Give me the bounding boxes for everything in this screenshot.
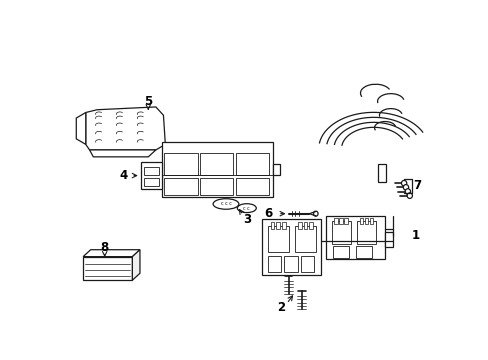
Bar [267,256,280,273]
Bar [267,226,288,252]
Bar [355,246,371,258]
Bar [161,141,273,197]
Bar [359,219,363,224]
Bar [235,177,268,195]
Text: c c: c c [243,206,250,211]
Text: 1: 1 [410,229,419,242]
Text: c c c: c c c [220,202,231,207]
Ellipse shape [403,185,408,190]
Text: 2: 2 [276,301,285,314]
Bar [309,222,312,229]
Bar [200,153,233,175]
Ellipse shape [405,189,410,194]
Bar [83,257,132,280]
Bar [200,177,233,195]
Bar [326,216,385,260]
Text: 8: 8 [101,241,109,254]
Ellipse shape [237,204,256,212]
Bar [385,232,392,247]
Bar [369,219,372,224]
Bar [273,164,280,175]
Text: 4: 4 [119,169,127,182]
Ellipse shape [401,180,406,186]
Bar [141,162,161,189]
Bar [357,221,376,244]
Bar [284,256,297,273]
Bar [282,222,285,229]
Polygon shape [85,107,165,150]
Bar [270,222,274,229]
Text: 3: 3 [243,213,251,226]
Text: 6: 6 [264,207,272,220]
Bar [164,177,197,195]
Polygon shape [76,112,85,144]
Bar [301,256,314,273]
Text: 5: 5 [144,95,152,108]
Bar [332,246,348,258]
Bar [294,226,315,252]
Bar [262,219,320,275]
Bar [303,222,307,229]
Bar [143,177,158,186]
Ellipse shape [213,199,238,209]
Polygon shape [83,250,140,257]
Polygon shape [132,250,140,280]
Bar [331,221,350,244]
Bar [377,164,385,182]
Bar [339,219,342,224]
Bar [164,153,197,175]
Ellipse shape [313,211,317,216]
Bar [235,153,268,175]
Ellipse shape [407,193,411,198]
Bar [344,219,347,224]
Bar [297,222,301,229]
Text: 7: 7 [412,179,421,193]
Polygon shape [89,150,156,157]
Bar [143,167,158,175]
Bar [334,219,337,224]
Bar [364,219,367,224]
Bar [276,222,280,229]
